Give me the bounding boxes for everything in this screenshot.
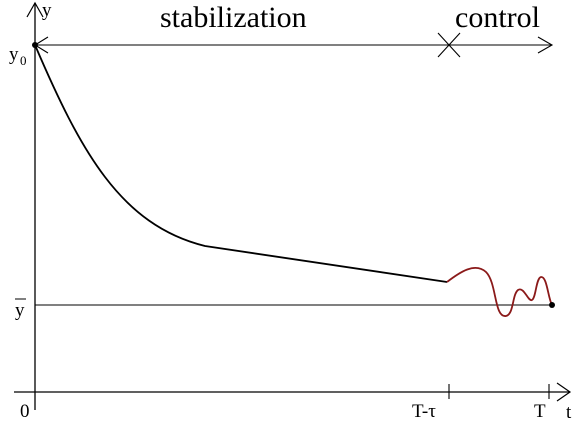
phase-divider-cross-b [437,32,461,58]
phase-label-stabilization: stabilization [160,1,307,34]
origin-label: 0 [20,401,30,422]
y-axis-label: y [42,0,52,21]
control-curve [446,267,553,317]
t-axis-label: t [566,402,572,423]
phase-label-control: control [455,1,540,34]
y-axis-arrowhead [26,1,44,18]
end-point-ybar [549,302,555,308]
phase-span-right-arrowhead [537,36,554,54]
stabilization-trajectory [34,44,448,283]
ybar-label: y [15,300,25,321]
y0-label: y [9,44,19,65]
start-point-y0 [32,42,38,48]
t-axis-arrowhead [556,382,572,402]
y0-subscript: 0 [20,53,27,68]
t-minus-tau-label: T-τ [412,401,436,422]
t-end-label: T [534,401,546,422]
